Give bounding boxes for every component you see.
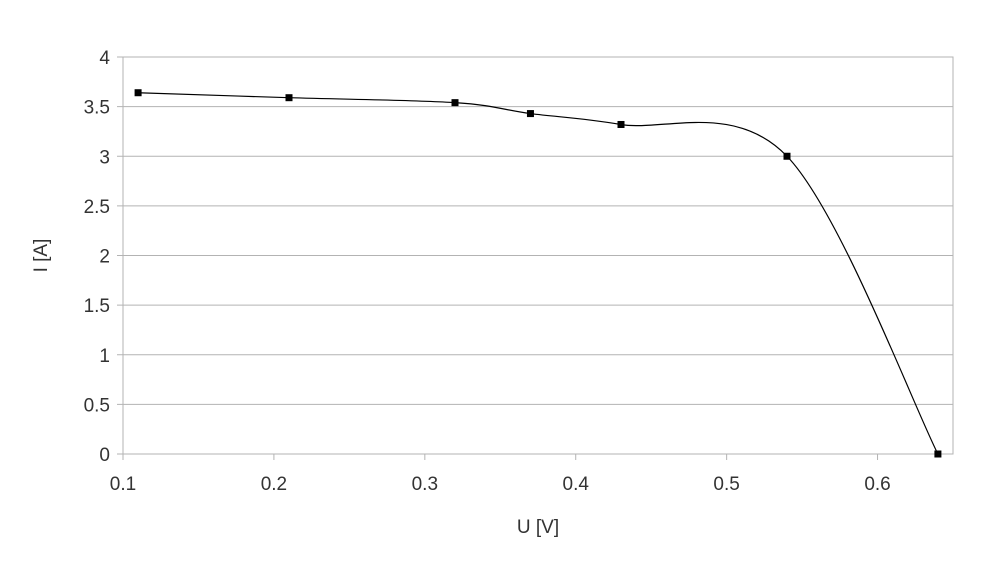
y-axis-tick-labels: 0 0.5 1 1.5 2 2.5 3 3.5 4: [84, 48, 111, 466]
x-axis-ticks: [122, 454, 879, 460]
y-tick-label: 4: [99, 48, 110, 69]
y-axis-title: I [A]: [31, 239, 52, 273]
data-curve: [138, 92, 939, 455]
x-axis-tick-labels: 0.1 0.2 0.3 0.4 0.5 0.6: [110, 474, 891, 495]
data-point-marker: [934, 450, 942, 458]
grid-lines: [117, 56, 953, 455]
x-tick-label: 0.6: [864, 474, 890, 495]
y-tick-label: 1.5: [84, 296, 110, 317]
x-tick-label: 0.5: [713, 474, 739, 495]
data-point-marker: [617, 120, 625, 128]
x-tick-label: 0.2: [261, 474, 287, 495]
x-tick-label: 0.1: [110, 474, 136, 495]
y-tick-label: 0: [99, 445, 110, 466]
data-point-marker: [783, 152, 791, 160]
data-point-marker: [526, 110, 534, 118]
y-tick-label: 2.5: [84, 197, 110, 218]
y-tick-label: 3.5: [84, 98, 110, 119]
data-point-marker: [451, 99, 459, 107]
x-tick-label: 0.3: [412, 474, 438, 495]
data-point-marker: [285, 94, 293, 102]
y-tick-label: 1: [99, 346, 110, 367]
data-points: [134, 89, 942, 458]
plot-area-frame: [122, 56, 954, 455]
y-tick-label: 3: [99, 147, 110, 168]
y-tick-label: 0.5: [84, 395, 110, 416]
x-tick-label: 0.4: [563, 474, 590, 495]
x-axis-title: U [V]: [517, 517, 559, 538]
data-point-marker: [134, 89, 142, 97]
y-tick-label: 2: [99, 247, 110, 268]
